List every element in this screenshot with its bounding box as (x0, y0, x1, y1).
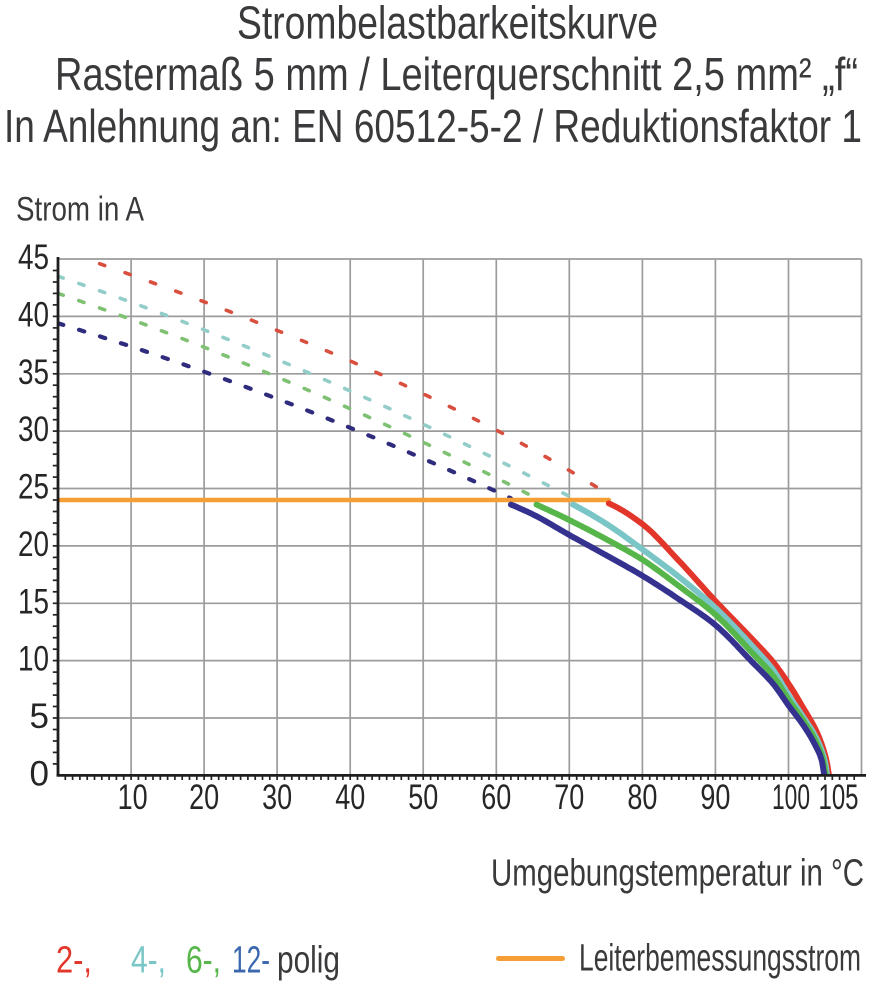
svg-text:80: 80 (627, 778, 657, 817)
svg-text:20: 20 (18, 525, 49, 564)
svg-text:Strom in A: Strom in A (16, 191, 144, 229)
svg-text:35: 35 (18, 353, 49, 392)
svg-text:6-,: 6-, (186, 939, 221, 981)
svg-text:10: 10 (18, 640, 49, 679)
svg-text:Strombelastbarkeitskurve: Strombelastbarkeitskurve (237, 0, 658, 49)
svg-text:Umgebungstemperatur in °C: Umgebungstemperatur in °C (491, 852, 864, 894)
svg-text:30: 30 (18, 410, 49, 449)
svg-text:100: 100 (772, 778, 810, 817)
svg-text:45: 45 (18, 238, 49, 277)
svg-text:70: 70 (554, 778, 584, 817)
svg-text:In Anlehnung an: EN 60512-5-2: In Anlehnung an: EN 60512-5-2 / Reduktio… (4, 100, 862, 152)
svg-text:60: 60 (481, 778, 511, 817)
svg-text:15: 15 (18, 582, 49, 621)
svg-text:105: 105 (819, 778, 859, 817)
svg-text:Leiterbemessungsstrom: Leiterbemessungsstrom (579, 937, 861, 979)
svg-text:polig: polig (277, 939, 340, 981)
svg-text:10: 10 (118, 778, 148, 817)
svg-text:4-,: 4-, (131, 939, 166, 981)
svg-text:40: 40 (18, 295, 49, 334)
svg-text:90: 90 (700, 778, 730, 817)
svg-text:50: 50 (408, 778, 438, 817)
svg-text:25: 25 (18, 468, 49, 507)
svg-text:5: 5 (30, 697, 49, 736)
svg-text:12-: 12- (232, 939, 270, 981)
svg-text:20: 20 (189, 778, 219, 817)
svg-text:30: 30 (262, 778, 292, 817)
svg-text:2-,: 2-, (56, 939, 92, 981)
svg-text:Rastermaß 5 mm / Leiterquersch: Rastermaß 5 mm / Leiterquerschnitt 2,5 m… (55, 48, 858, 100)
svg-text:0: 0 (30, 754, 49, 793)
svg-text:40: 40 (335, 778, 365, 817)
